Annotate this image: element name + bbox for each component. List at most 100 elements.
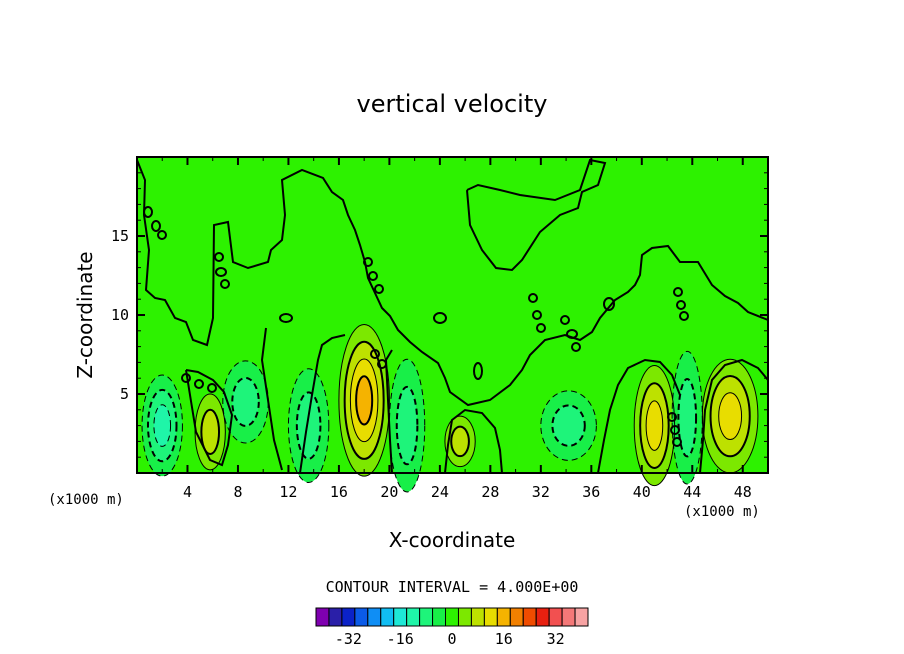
colorbar-swatch [561, 607, 576, 627]
x-tick-label: 24 [431, 483, 449, 501]
zero-loop [528, 293, 538, 303]
x-axis-unit-right: (x1000 m) [684, 504, 760, 520]
zero-loop [157, 230, 167, 240]
contour-line [355, 375, 374, 426]
contour-line [709, 374, 751, 458]
x-tick-label: 40 [633, 483, 651, 501]
contour-line [141, 374, 183, 477]
colorbar-swatch [548, 607, 563, 627]
zero-loop [673, 287, 683, 297]
colorbar-swatch [522, 607, 537, 627]
x-tick-label: 12 [279, 483, 297, 501]
x-tick-label: 20 [380, 483, 398, 501]
contour-line [343, 340, 385, 460]
shaded-region [232, 377, 259, 426]
shaded-region [356, 376, 373, 425]
contour-line [349, 358, 379, 443]
contour-line [551, 404, 586, 447]
y-tick-label: 10 [111, 306, 129, 324]
zero-loop [560, 315, 570, 325]
zero-loop [207, 383, 217, 393]
feature-contour-lines [141, 323, 759, 493]
contour-line [200, 408, 221, 456]
colorbar-tick-label: 32 [547, 630, 565, 648]
zero-loop [433, 312, 447, 324]
y-axis-label: Z-coordinate [73, 251, 97, 378]
contour-line [222, 360, 269, 444]
shaded-regions [142, 324, 758, 492]
colorbar-swatch [341, 607, 356, 627]
shaded-region [451, 426, 469, 457]
colorbar-swatch [432, 607, 447, 627]
shaded-region [646, 400, 663, 451]
colorbar-swatch [483, 607, 498, 627]
colorbar-tick-label: 16 [495, 630, 513, 648]
contour-line [338, 323, 390, 477]
zero-contour-low-column-a [185, 369, 234, 467]
contour-line [194, 393, 226, 471]
zero-loop [194, 379, 204, 389]
zero-loop [279, 313, 293, 323]
x-tick-label: 44 [683, 483, 701, 501]
colorbar-swatch [315, 607, 330, 627]
x-tick-label: 16 [330, 483, 348, 501]
shaded-region [552, 405, 585, 446]
zero-contour-lines [136, 158, 769, 474]
colorbar-swatch [535, 607, 550, 627]
zero-loop [143, 206, 153, 218]
zero-loop [672, 437, 682, 447]
colorbar-tick-label: -16 [387, 630, 414, 648]
zero-loop [571, 342, 581, 352]
contour-line [540, 390, 597, 461]
zero-loop [181, 373, 191, 383]
colorbar-swatch [406, 607, 421, 627]
zero-loop [679, 311, 689, 321]
zero-loop [214, 252, 224, 262]
zero-loop [603, 297, 615, 311]
contour-line [677, 377, 698, 458]
x-axis-label: X-coordinate [389, 528, 516, 552]
contour-interval-label: CONTOUR INTERVAL = 4.000E+00 [326, 578, 579, 596]
chart-title: vertical velocity [357, 90, 548, 118]
contour-line [395, 385, 419, 466]
zero-contour-main [136, 159, 769, 407]
zero-loop [566, 329, 578, 339]
contour-line [444, 415, 476, 468]
shaded-region [718, 392, 742, 440]
zero-loop [676, 300, 686, 310]
contour-line [153, 404, 172, 447]
zero-loop [151, 220, 161, 232]
zero-loop [536, 323, 546, 333]
colorbar-swatch [380, 607, 395, 627]
contour-line [146, 388, 178, 463]
contour-line [388, 358, 426, 493]
x-axis-unit-left: (x1000 m) [48, 492, 124, 508]
colorbar-swatch [367, 607, 382, 627]
zero-contour-low-column-d [597, 358, 769, 474]
zero-contour-low-column-c [384, 349, 503, 474]
x-tick-label: 28 [481, 483, 499, 501]
colorbar-swatch [354, 607, 369, 627]
y-tick-label: 5 [120, 385, 129, 403]
zero-loop [363, 257, 373, 267]
zero-loop [473, 362, 483, 380]
x-tick-label: 48 [734, 483, 752, 501]
colorbar-swatch [328, 607, 343, 627]
colorbar: -32 -16 0 16 32 [315, 607, 589, 648]
contour-line [295, 391, 322, 460]
colorbar-swatch [509, 607, 524, 627]
colorbar-swatch [445, 607, 459, 627]
colorbar-swatch [496, 607, 511, 627]
colorbar-swatch [470, 607, 485, 627]
zero-loop [374, 284, 384, 294]
colorbar-swatch [419, 607, 434, 627]
shaded-region [153, 404, 171, 447]
colorbar-tick-label: -32 [335, 630, 362, 648]
contour-line [639, 382, 670, 469]
x-tick-label: 36 [582, 483, 600, 501]
colorbar-swatch [574, 607, 589, 627]
shaded-region [678, 378, 697, 457]
